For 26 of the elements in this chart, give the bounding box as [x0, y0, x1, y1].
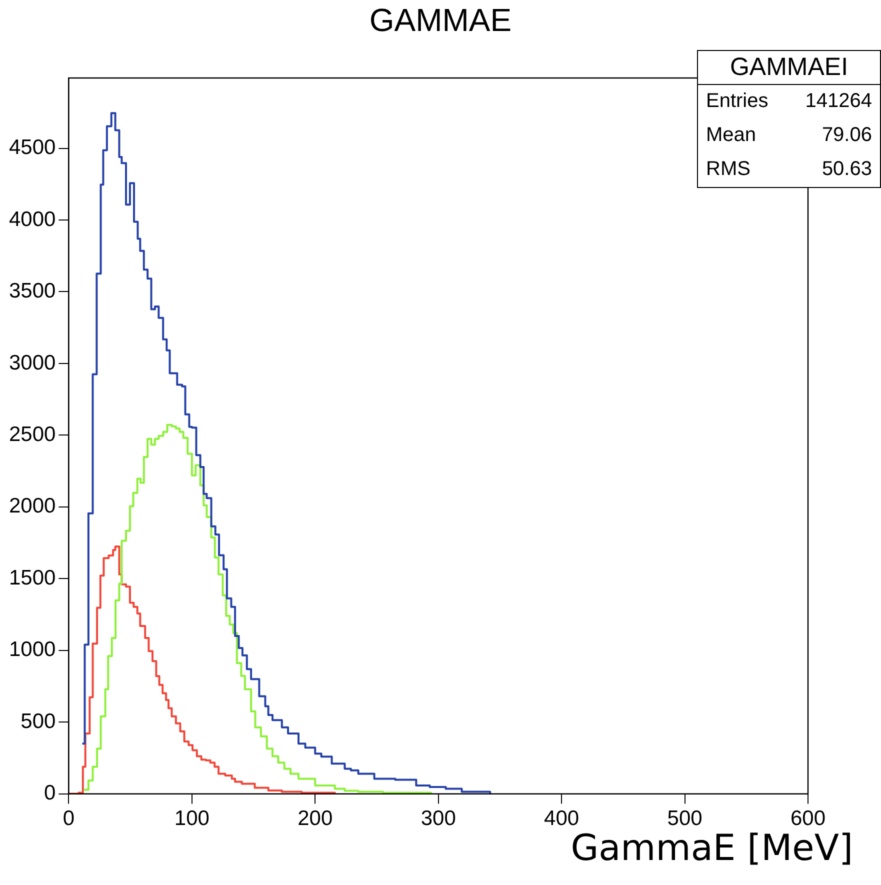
text: 50.63	[822, 158, 872, 181]
y-tick-label: 1000	[9, 638, 56, 662]
x-tick-label: 300	[420, 807, 456, 830]
x-tick-label: 0	[62, 807, 75, 830]
annotation: Mean	[706, 124, 756, 147]
x-tick-label: 500	[667, 807, 702, 830]
chart-title: GAMMAE	[368, 2, 513, 39]
y-tick-label: 0	[44, 782, 56, 805]
annotation: RMS	[706, 158, 750, 181]
y-tick-label: 4000	[9, 208, 56, 231]
y-tick-label: 4500	[9, 136, 56, 160]
y-tick-label: 2000	[9, 494, 56, 518]
x-tick-label: 200	[298, 807, 333, 830]
y-tick-label: 2500	[9, 422, 56, 446]
y-tick-label: 3500	[9, 280, 56, 303]
annotation: 141264	[805, 90, 872, 113]
annotation: Entries	[706, 90, 768, 113]
x-axis-title: GammaE [MeV]	[570, 828, 853, 869]
y-tick-label: 1500	[9, 566, 56, 590]
annotation: GAMMAEI	[698, 51, 880, 85]
x-tick-label: 600	[790, 807, 826, 830]
x-tick-label: 400	[544, 807, 580, 830]
text: 79.06	[822, 124, 872, 147]
x-tick-label: 100	[174, 807, 210, 830]
y-tick-label: 500	[20, 710, 56, 733]
y-tick-label: 3000	[9, 351, 56, 374]
